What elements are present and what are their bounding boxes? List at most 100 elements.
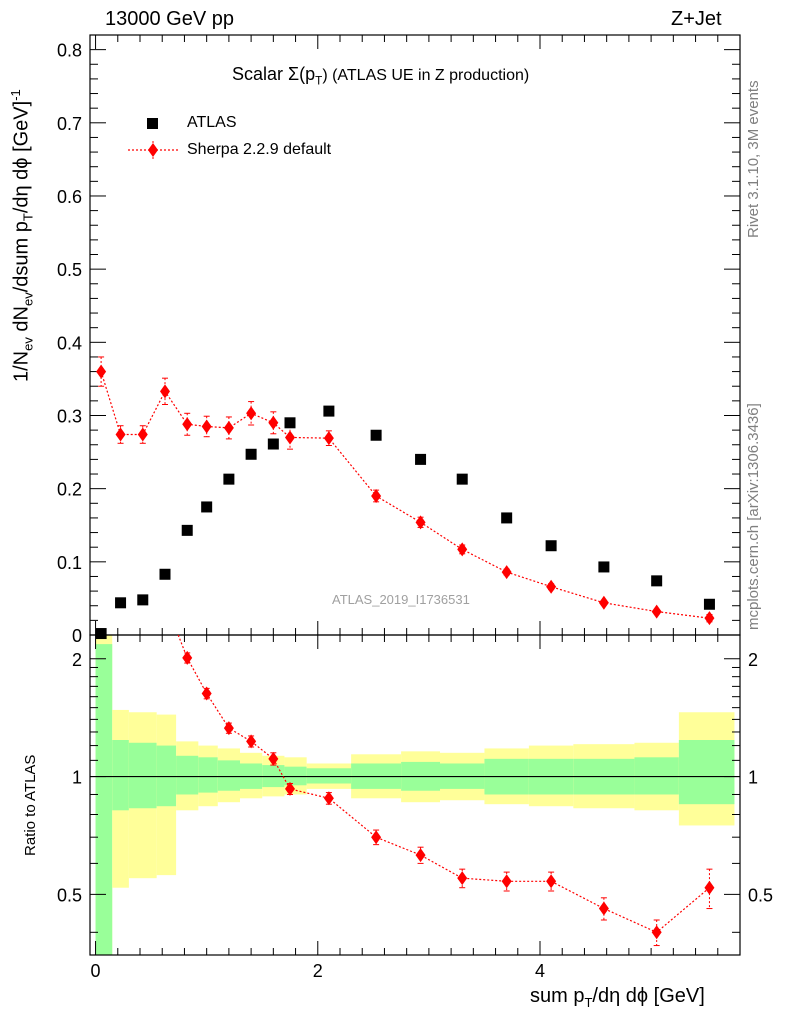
main-title: Scalar Σ(pT) (ATLAS UE in Z production) — [232, 64, 530, 88]
green-band-bin — [128, 742, 157, 809]
atlas-point — [201, 501, 213, 513]
sherpa-point — [182, 417, 193, 432]
green-band-bin — [198, 757, 218, 793]
sherpa-point — [268, 415, 279, 430]
ratio-sherpa-point — [201, 686, 212, 701]
ratio-sherpa-point — [223, 721, 234, 736]
atlas-point — [651, 575, 663, 587]
legend-label-sherpa: Sherpa 2.2.9 default — [187, 141, 332, 158]
main-y-tick-label: 0.2 — [57, 480, 82, 500]
header-right: Z+Jet — [671, 8, 722, 30]
ratio-y-tick-label: 0.5 — [57, 885, 82, 905]
atlas-point — [415, 453, 427, 465]
main-y-tick-label: 0.6 — [57, 187, 82, 207]
main-y-tick-label: 0 — [72, 626, 82, 646]
ratio-sherpa-point — [415, 848, 426, 863]
sherpa-point — [371, 488, 382, 503]
atlas-point — [284, 417, 296, 429]
sherpa-point — [501, 565, 512, 580]
x-axis-label: sum pT/dη dϕ [GeV] — [530, 985, 705, 1010]
ratio-sherpa-point — [704, 880, 715, 895]
analysis-watermark: ATLAS_2019_I1736531 — [332, 592, 470, 607]
ratio-sherpa-point — [546, 874, 557, 889]
sherpa-point — [598, 595, 609, 610]
ratio-y-tick-label: 2 — [72, 650, 82, 670]
ratio-uncertainty-bands — [95, 635, 735, 955]
sherpa-point — [160, 384, 170, 399]
x-tick-label: 4 — [535, 961, 545, 981]
atlas-point — [95, 628, 107, 640]
atlas-point — [501, 512, 513, 524]
atlas-point — [181, 524, 193, 536]
green-band-bin — [156, 745, 177, 807]
ratio-y-tick-label-right: 2 — [748, 650, 758, 670]
green-band-bin — [678, 740, 735, 805]
data-marks — [95, 118, 715, 947]
sherpa-point — [415, 515, 426, 530]
sherpa-point — [546, 579, 557, 594]
main-y-tick-label: 0.4 — [57, 333, 82, 353]
main-y-tick-label: 0.1 — [57, 553, 82, 573]
sherpa-point — [323, 431, 334, 446]
sherpa-point — [285, 430, 295, 445]
main-y-tick-label: 0.3 — [57, 406, 82, 426]
ratio-y-tick-label-right: 1 — [748, 768, 758, 788]
sherpa-line — [100, 371, 710, 619]
main-y-axis-label: 1/Nev dNev/dsum pT/dη dϕ [GeV]-1 — [8, 89, 36, 382]
sherpa-point — [137, 427, 148, 442]
atlas-point — [370, 429, 382, 441]
ratio-sherpa-point — [268, 751, 279, 766]
green-band-bin — [176, 755, 199, 795]
atlas-point — [323, 405, 335, 417]
atlas-point — [456, 473, 468, 485]
main-y-tick-label: 0.8 — [57, 41, 82, 61]
legend-marker-sherpa — [148, 143, 158, 157]
legend-label-atlas: ATLAS — [187, 114, 237, 131]
atlas-point — [703, 598, 715, 610]
main-y-tick-label: 0.7 — [57, 114, 82, 134]
legend-marker-atlas — [147, 118, 158, 129]
atlas-point — [245, 448, 257, 460]
x-tick-label: 2 — [313, 961, 323, 981]
ratio-y-tick-label-right: 0.5 — [748, 885, 773, 905]
sherpa-point — [651, 604, 662, 619]
ratio-y-axis-label: Ratio to ATLAS — [22, 754, 39, 856]
mcplots-info: mcplots.cern.ch [arXiv:1306.3436] — [745, 403, 762, 630]
ratio-sherpa-point — [651, 925, 662, 940]
ratio-sherpa-point — [598, 901, 609, 916]
ratio-sherpa-point — [457, 871, 468, 886]
ratio-sherpa-point — [501, 874, 512, 889]
atlas-point — [267, 438, 279, 450]
sherpa-point — [115, 427, 126, 442]
sherpa-point — [223, 420, 234, 435]
sherpa-point — [704, 611, 715, 626]
axes: 0 0.1 0.2 0.3 0.4 0.5 0.6 0.7 0.8 0.5 0.5 1 1 2 2 0 2 4 — [57, 34, 773, 981]
sherpa-point — [201, 419, 212, 434]
atlas-point — [223, 473, 235, 485]
green-band-bin — [634, 757, 679, 795]
green-band-bin — [306, 768, 352, 784]
x-tick-label: 0 — [91, 961, 101, 981]
sherpa-point — [246, 406, 257, 421]
atlas-point — [159, 568, 171, 580]
rivet-info: Rivet 3.1.10, 3M events — [745, 80, 762, 238]
atlas-point — [598, 561, 610, 573]
atlas-point — [545, 540, 557, 552]
green-band-bin — [112, 740, 129, 811]
green-band-bin — [95, 644, 113, 955]
ratio-sherpa-point — [285, 781, 295, 796]
ratio-frame — [89, 634, 741, 956]
atlas-point — [137, 594, 149, 606]
ratio-sherpa-point — [323, 791, 334, 806]
ratio-sherpa-point — [371, 830, 382, 845]
ratio-y-tick-label: 1 — [72, 768, 82, 788]
green-band-bin — [217, 760, 240, 791]
ratio-sherpa-point — [182, 650, 193, 665]
header-left: 13000 GeV pp — [105, 8, 234, 30]
atlas-point — [115, 597, 127, 609]
ratio-sherpa-point — [246, 734, 257, 749]
main-y-tick-label: 0.5 — [57, 260, 82, 280]
sherpa-point — [96, 364, 107, 379]
sherpa-point — [457, 542, 468, 557]
